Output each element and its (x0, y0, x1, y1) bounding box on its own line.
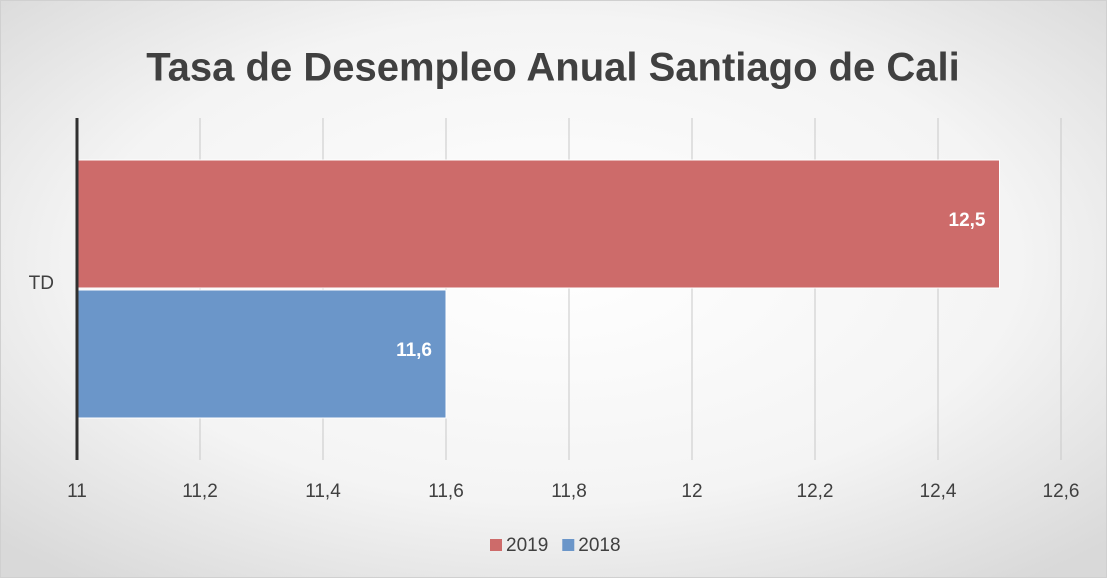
x-tick-label: 12,6 (1043, 481, 1080, 502)
data-label: 12,5 (949, 210, 986, 231)
x-tick-label: 12,2 (797, 481, 834, 502)
x-tick-label: 11,4 (305, 481, 341, 502)
chart-title: Tasa de Desempleo Anual Santiago de Cali (146, 46, 960, 90)
x-tick-label: 11 (67, 481, 87, 502)
data-label: 11,6 (396, 340, 432, 361)
bar (76, 289, 447, 419)
bar (76, 159, 1000, 289)
x-tick-label: 12,4 (920, 481, 957, 502)
x-tick-label: 11,2 (182, 481, 218, 502)
legend-label: 2018 (578, 535, 620, 556)
legend-swatch (490, 539, 502, 551)
legend-label: 2019 (506, 535, 548, 556)
x-tick-label: 12 (681, 481, 702, 502)
legend-swatch (562, 539, 575, 551)
y-tick-label: TD (29, 273, 54, 294)
x-tick-label: 11,8 (551, 481, 587, 502)
x-tick-label: 11,6 (428, 481, 464, 502)
